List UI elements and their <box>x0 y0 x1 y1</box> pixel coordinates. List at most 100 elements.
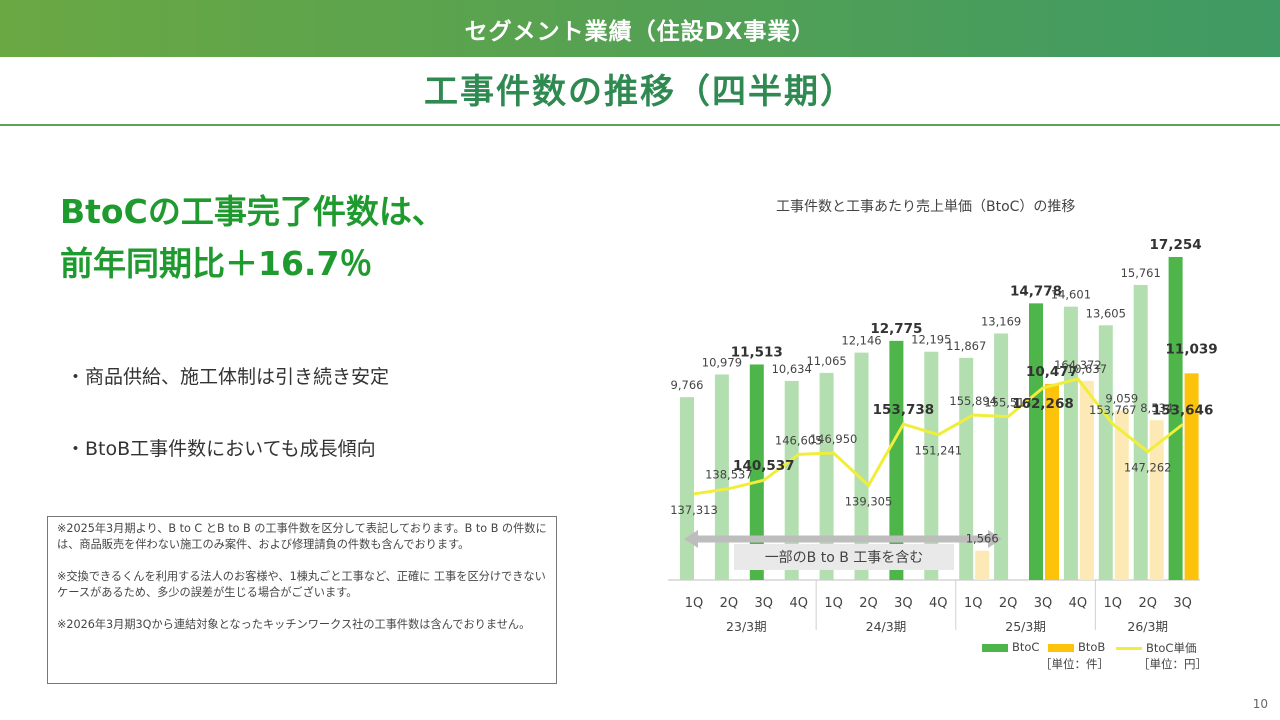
annotation-text: 一部のB to B 工事を含む <box>765 550 924 566</box>
legend-btob: BtoB <box>1048 640 1105 654</box>
page-title: 工事件数の推移（四半期） <box>424 72 856 112</box>
headline-line-1: BtoCの工事完了件数は、 <box>60 192 445 231</box>
btob-value-label: 10,637 <box>1067 362 1107 376</box>
legend-btob-label: BtoB <box>1078 640 1106 654</box>
headline: BtoCの工事完了件数は、 前年同期比＋16.7％ <box>60 186 445 290</box>
bullet-btob: ・BtoB工事件数においても成長傾向 <box>66 438 376 460</box>
btob-bar <box>1184 373 1199 580</box>
btoc-value-label: 11,867 <box>946 339 986 353</box>
category-tick-label: 2Q <box>859 596 878 611</box>
btob-value-label: 8,534 <box>1140 401 1173 415</box>
btob-value-label: 9,059 <box>1105 391 1138 405</box>
price-value-label: 153,646 <box>1152 403 1214 419</box>
price-value-label: 146,605 <box>775 433 823 447</box>
btoc-bar <box>854 352 869 580</box>
btob-value-label: 1,566 <box>966 532 999 546</box>
btoc-bar <box>994 333 1009 580</box>
btoc-bar <box>924 351 939 580</box>
legend-btob-swatch <box>1048 643 1074 652</box>
period-group-label: 25/3期 <box>1005 619 1046 634</box>
btoc-value-label: 10,634 <box>772 362 812 376</box>
headline-line-2: 前年同期比＋16.7％ <box>60 244 373 283</box>
btoc-value-label: 13,605 <box>1086 306 1126 320</box>
footnote-box: ※2025年3月期より、B to C とB to B の工事件数を区分して表記し… <box>47 516 557 684</box>
legend-price: BtoC単価 <box>1116 640 1196 656</box>
btoc-bar <box>1063 306 1078 580</box>
banner-title: セグメント業績（住設DX事業） <box>464 18 816 45</box>
price-value-label: 153,738 <box>873 402 935 418</box>
btoc-value-label: 11,065 <box>806 354 846 368</box>
btoc-bar <box>819 372 834 580</box>
btoc-bar <box>1133 284 1148 580</box>
btoc-value-label: 15,761 <box>1121 266 1161 280</box>
price-value-label: 153,767 <box>1089 403 1137 417</box>
unit-price: ［単位：円］ <box>1138 657 1207 671</box>
bullet-supply: ・商品供給、施工体制は引き続き安定 <box>66 366 390 388</box>
annotation-arrow-left-head <box>684 530 698 548</box>
legend-btoc-swatch <box>982 643 1008 652</box>
btoc-value-label: 17,254 <box>1150 237 1202 253</box>
btoc-value-label: 12,775 <box>870 321 922 337</box>
category-tick-label: 2Q <box>1138 596 1157 611</box>
category-tick-label: 3Q <box>1173 596 1192 611</box>
category-tick-label: 1Q <box>1104 596 1123 611</box>
category-tick-label: 3Q <box>1034 596 1053 611</box>
period-group-label: 26/3期 <box>1127 619 1168 634</box>
footnote-2: ※交換できるくんを利用する法人のお客様や、1棟丸ごと工事など、正確に 工事を区分… <box>57 570 546 599</box>
btoc-value-label: 10,979 <box>702 355 742 369</box>
btob-value-label: 11,039 <box>1166 341 1218 357</box>
price-value-label: 147,262 <box>1124 461 1172 475</box>
price-value-label: 155,517 <box>984 396 1032 410</box>
btob-bar <box>1114 410 1129 580</box>
category-tick-label: 4Q <box>789 596 808 611</box>
btoc-bar <box>680 397 694 580</box>
title-divider <box>0 124 1280 126</box>
btoc-value-label: 13,169 <box>981 314 1021 328</box>
category-tick-label: 1Q <box>824 596 843 611</box>
footnote-1: ※2025年3月期より、B to C とB to B の工事件数を区分して表記し… <box>57 522 547 551</box>
category-tick-label: 4Q <box>1069 596 1088 611</box>
period-group-label: 24/3期 <box>866 619 907 634</box>
price-value-label: 137,313 <box>670 503 718 517</box>
btoc-bar <box>889 340 904 580</box>
annotation-box <box>734 544 954 570</box>
page-number: 10 <box>1252 697 1268 711</box>
btoc-bar <box>784 380 799 580</box>
btob-bar <box>1079 380 1094 580</box>
chart-title: 工事件数と工事あたり売上単価（BtoC）の推移 <box>776 199 1076 215</box>
price-value-label: 138,537 <box>705 468 753 482</box>
period-group-label: 23/3期 <box>726 619 767 634</box>
price-value-label: 140,537 <box>733 458 795 474</box>
category-tick-label: 4Q <box>929 596 948 611</box>
quarterly-construction-chart: 一部のB to B 工事を含む9,76610,97911,51310,63411… <box>668 237 1218 634</box>
category-tick-label: 2Q <box>999 596 1018 611</box>
header-banner: セグメント業績（住設DX事業） <box>0 0 1280 57</box>
btob-bar <box>975 550 990 580</box>
legend-price-label: BtoC単価 <box>1146 641 1197 655</box>
price-value-label: 164,372 <box>1054 358 1102 372</box>
btoc-bar <box>749 364 764 580</box>
price-value-label: 151,241 <box>915 444 963 458</box>
btob-bar <box>1149 420 1164 580</box>
footnote-3: ※2026年3月期3Qから連結対象となったキッチンワークス社の工事件数は含んでお… <box>57 618 531 631</box>
btoc-value-label: 12,146 <box>841 334 881 348</box>
category-tick-label: 3Q <box>755 596 774 611</box>
btob-bar <box>1045 383 1059 580</box>
category-tick-label: 2Q <box>720 596 739 611</box>
btoc-bar <box>1168 257 1183 580</box>
btoc-bar <box>1029 303 1043 580</box>
price-value-label: 155,894 <box>949 394 997 408</box>
btoc-value-label: 14,601 <box>1051 288 1091 302</box>
btoc-bar <box>714 374 729 580</box>
btoc-value-label: 11,513 <box>731 344 783 360</box>
btoc-price-line <box>693 377 1184 496</box>
price-value-label: 139,305 <box>845 494 893 508</box>
btob-value-label: 10,477 <box>1026 364 1078 380</box>
legend-btoc-label: BtoC <box>1012 640 1040 654</box>
legend-btoc: BtoC <box>982 640 1039 654</box>
legend-price-swatch <box>1116 647 1142 650</box>
price-value-label: 146,950 <box>810 432 858 446</box>
category-tick-label: 1Q <box>964 596 983 611</box>
btoc-value-label: 12,195 <box>911 333 951 347</box>
btoc-bar <box>959 357 974 580</box>
